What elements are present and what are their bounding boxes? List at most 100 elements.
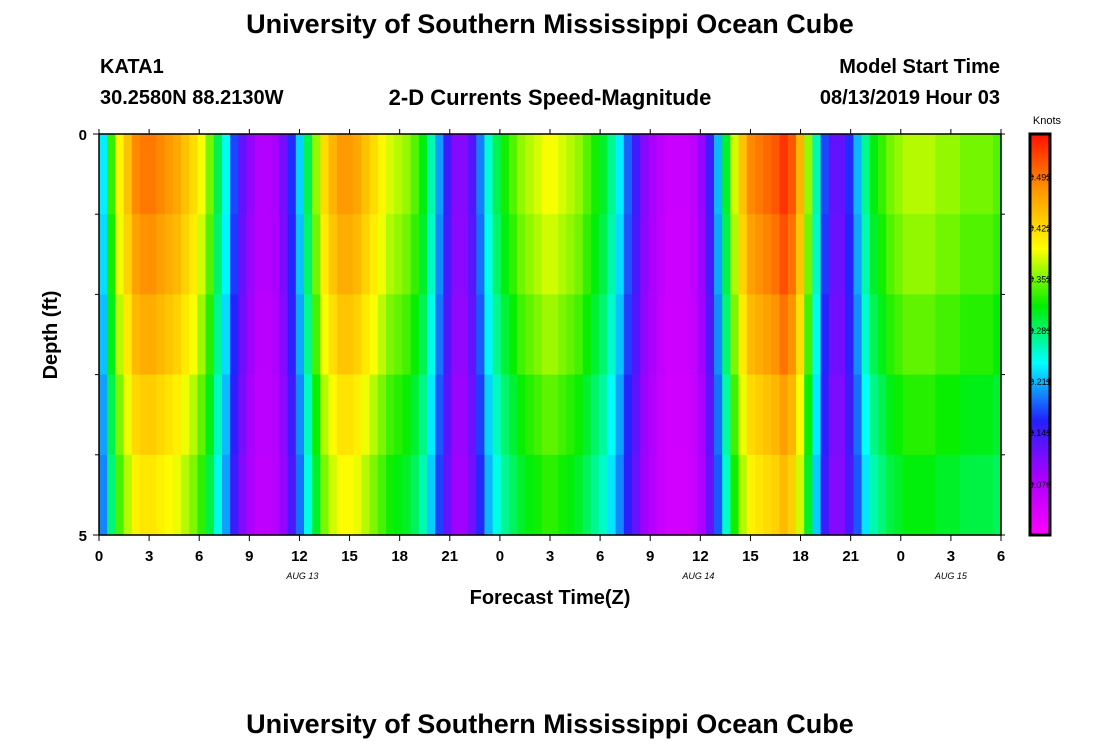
heatmap-cell — [541, 454, 551, 536]
heatmap-cell — [230, 134, 239, 215]
heatmap-cell — [861, 134, 871, 215]
heatmap-cell — [164, 294, 174, 376]
heatmap-cell — [845, 294, 854, 376]
heatmap-cell — [689, 214, 699, 295]
heatmap-cell — [722, 374, 731, 456]
heatmap-cell — [673, 294, 682, 376]
heatmap-cell — [779, 134, 789, 215]
heatmap-cell — [181, 134, 190, 215]
heatmap-cell — [517, 374, 526, 456]
heatmap-cell — [878, 374, 887, 456]
heatmap-cell — [525, 294, 535, 376]
heatmap-cell — [156, 134, 166, 215]
heatmap-cell — [517, 214, 526, 295]
heatmap-cell — [722, 214, 731, 295]
heatmap-cell — [853, 294, 863, 376]
heatmap-cell — [459, 454, 469, 536]
heatmap-cell — [148, 374, 157, 456]
heatmap-cell — [992, 294, 1002, 376]
heatmap-cell — [755, 294, 764, 376]
heatmap-cell — [976, 454, 986, 536]
heatmap-cell — [960, 374, 969, 456]
heatmap-cell — [927, 294, 936, 376]
heatmap-cell — [336, 214, 346, 295]
heatmap-cell — [787, 134, 797, 215]
heatmap-cell — [984, 374, 994, 456]
heatmap-cell — [673, 374, 682, 456]
heatmap-cell — [361, 214, 371, 295]
heatmap-cell — [525, 214, 535, 295]
heatmap-cell — [878, 294, 887, 376]
heatmap-cell — [295, 134, 305, 215]
heatmap-cell — [558, 374, 567, 456]
heatmap-cell — [181, 454, 190, 536]
heatmap-cell — [558, 454, 567, 536]
heatmap-cell — [402, 454, 412, 536]
heatmap-cell — [517, 134, 526, 215]
heatmap-cell — [697, 374, 707, 456]
heatmap-cell — [943, 134, 953, 215]
heatmap-cell — [287, 214, 297, 295]
heatmap-cell — [886, 374, 895, 456]
heatmap-cell — [738, 294, 748, 376]
heatmap-cell — [787, 294, 797, 376]
model-start-value: 08/13/2019 Hour 03 — [819, 87, 1000, 109]
heatmap-cell — [591, 214, 600, 295]
heatmap-cell — [664, 214, 674, 295]
heatmap-cell — [541, 134, 551, 215]
heatmap-cell — [509, 454, 518, 536]
heatmap-cell — [550, 454, 559, 536]
heatmap-cell — [353, 454, 362, 536]
heatmap-cell — [984, 454, 994, 536]
heatmap-cell — [730, 294, 740, 376]
heatmap-cell — [427, 214, 436, 295]
y-axis-label: Depth (ft) — [40, 291, 62, 380]
heatmap-cell — [919, 294, 928, 376]
heatmap-cell — [287, 294, 297, 376]
heatmap-cell — [222, 374, 231, 456]
heatmap-cell — [927, 454, 936, 536]
heatmap-cell — [131, 214, 141, 295]
heatmap-cell — [550, 214, 559, 295]
heatmap-cell — [312, 134, 321, 215]
heatmap-cell — [738, 374, 748, 456]
heatmap-cell — [640, 294, 649, 376]
heatmap-cell — [492, 134, 502, 215]
heatmap-cell — [377, 454, 387, 536]
heatmap-cell — [632, 294, 641, 376]
heatmap-cell — [910, 294, 920, 376]
x-tick-label: 18 — [792, 548, 809, 565]
heatmap-cell — [853, 374, 863, 456]
heatmap-cell — [509, 374, 518, 456]
date-label: AUG 13 — [285, 571, 318, 581]
heatmap-cell — [509, 294, 518, 376]
heatmap-cell — [837, 134, 846, 215]
heatmap-cell — [566, 454, 576, 536]
heatmap-cell — [345, 294, 354, 376]
heatmap-cell — [599, 294, 608, 376]
plot-title: 2-D Currents Speed-Magnitude — [388, 85, 712, 110]
heatmap-cell — [771, 374, 781, 456]
heatmap-cell — [213, 454, 223, 536]
heatmap-cell — [402, 214, 412, 295]
heatmap-cell — [533, 214, 543, 295]
heatmap-cell — [172, 134, 182, 215]
heatmap-cell — [779, 214, 789, 295]
heatmap-cell — [828, 134, 838, 215]
heatmap-cell — [787, 214, 797, 295]
heatmap-cell — [123, 294, 133, 376]
heatmap-cell — [459, 134, 469, 215]
heatmap-cell — [263, 294, 272, 376]
heatmap-cell — [828, 454, 838, 536]
page-title: University of Southern Mississippi Ocean… — [246, 9, 854, 39]
heatmap-cell — [328, 294, 338, 376]
heatmap-cell — [271, 134, 280, 215]
heatmap-cell — [746, 294, 756, 376]
heatmap-cell — [919, 134, 928, 215]
heatmap-cell — [377, 134, 387, 215]
heatmap-cell — [935, 214, 945, 295]
heatmap-cell — [664, 374, 674, 456]
heatmap-cell — [779, 374, 789, 456]
heatmap-cell — [295, 214, 305, 295]
heatmap-cell — [230, 374, 239, 456]
